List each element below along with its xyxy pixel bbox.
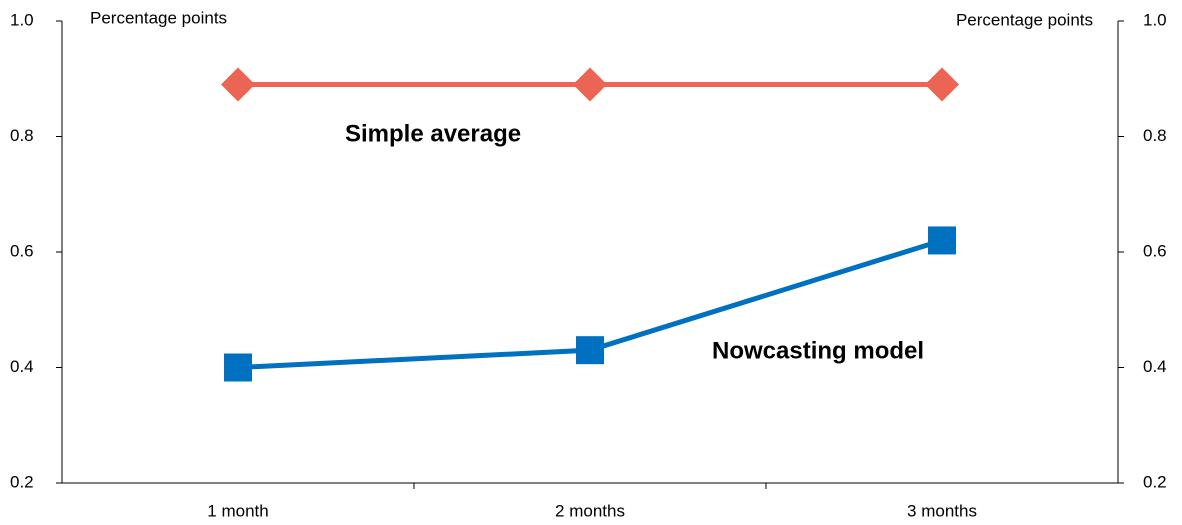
y-tick-label: 0.2 bbox=[10, 472, 34, 491]
y2-tick-label: 0.6 bbox=[1143, 241, 1167, 260]
y2-axis-label: Percentage points bbox=[956, 10, 1093, 29]
point bbox=[925, 67, 959, 102]
y-tick-label: 0.4 bbox=[10, 357, 34, 376]
series-label: Nowcasting model bbox=[712, 337, 924, 364]
y2-tick-label: 0.4 bbox=[1143, 357, 1167, 376]
y-tick-label: 1.0 bbox=[10, 10, 34, 29]
x-tick-label: 3 months bbox=[907, 501, 977, 520]
x-tick-label: 1 month bbox=[207, 501, 268, 520]
point bbox=[224, 353, 252, 382]
point bbox=[928, 226, 956, 255]
y2-tick-label: 0.2 bbox=[1143, 472, 1167, 491]
series-label: Simple average bbox=[345, 120, 521, 147]
y-tick-label: 0.8 bbox=[10, 126, 34, 145]
point bbox=[221, 67, 255, 102]
y2-tick-label: 1.0 bbox=[1143, 10, 1167, 29]
y-axis-label: Percentage points bbox=[90, 8, 227, 27]
y2-tick-label: 0.8 bbox=[1143, 126, 1167, 145]
x-tick-label: 2 months bbox=[555, 501, 625, 520]
y-tick-label: 0.6 bbox=[10, 241, 34, 260]
point bbox=[576, 336, 604, 365]
point bbox=[573, 67, 607, 102]
